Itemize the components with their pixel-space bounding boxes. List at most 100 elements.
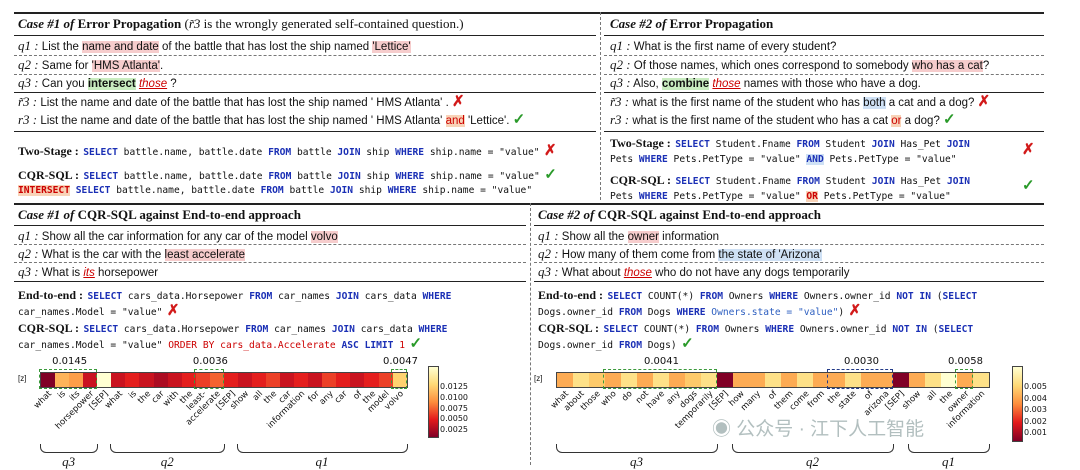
sql-token: Has_Pet	[894, 139, 947, 150]
case3-e2e: End-to-end : SELECT cars_data.Horsepower…	[18, 288, 452, 302]
sql-token: Dogs.owner_id	[538, 307, 619, 318]
case2-q2: q2 : Of those names, which ones correspo…	[610, 57, 990, 72]
case4-e2e: End-to-end : SELECT COUNT(*) FROM Owners…	[538, 288, 978, 302]
divider	[14, 244, 526, 245]
sql-token: SELECT	[938, 324, 974, 335]
heatmap-cell	[605, 373, 621, 387]
heatmap-token-label: car	[333, 389, 350, 406]
sql-token: battle.name, battle.date	[117, 147, 269, 158]
case1-two-stage: Two-Stage : SELECT battle.name, battle.d…	[18, 142, 557, 159]
check-icon: ✓	[681, 335, 694, 352]
sql-token: ship	[360, 147, 396, 158]
heatmap-ylabel: [z]	[18, 374, 27, 383]
sql-token: Pets.PetType = "value"	[823, 154, 957, 165]
heatmap-strip	[556, 372, 990, 388]
attention-value: 0.0041	[644, 356, 679, 367]
heatmap-cell	[701, 373, 717, 387]
colorbar-tick: 0.002	[1024, 416, 1047, 426]
colorbar-tick: 0.004	[1024, 393, 1047, 403]
case1-q1: q1 : List the name and date of the battl…	[18, 38, 411, 53]
case3-e2e-line2: car_names.Model = "value" ✗	[18, 301, 179, 320]
heatmap-cell	[125, 373, 140, 387]
heatmap-cell	[557, 373, 573, 387]
sql-token: WHERE	[418, 324, 448, 335]
sql-token: ship.name = "value"	[424, 147, 540, 158]
sql-token: cars_data	[354, 324, 419, 335]
colorbar-tick: 0.0125	[440, 382, 468, 391]
heatmap-cell	[336, 373, 351, 387]
divider	[604, 74, 1044, 75]
heatmap-cell	[322, 373, 337, 387]
sql-token: car_names	[268, 324, 332, 335]
highlight-box	[955, 369, 973, 389]
heatmap-cell	[153, 373, 168, 387]
case4-q1: q1 : Show all the owner information	[538, 228, 720, 243]
case2-two-stage-line2: Pets WHERE Pets.PetType = "value" AND Pe…	[610, 149, 957, 167]
heatmap-cell	[69, 373, 84, 387]
colorbar-tick: 0.005	[1024, 382, 1047, 391]
sql-token: Pets.PetType = "value"	[667, 191, 807, 202]
case1-q2: q2 : Same for 'HMS Atlanta'.	[18, 57, 164, 72]
heatmap-cell	[813, 373, 829, 387]
heatmap-cell	[829, 373, 845, 387]
cross-icon: ✗	[848, 302, 862, 319]
sql-token: JOIN	[946, 176, 971, 187]
highlight-box	[603, 369, 717, 389]
divider	[534, 244, 1044, 245]
sql-token: SELECT	[83, 171, 119, 182]
heatmap-cell	[41, 373, 56, 387]
case1-top-header-rule	[14, 35, 596, 36]
case1-cqr: CQR-SQL : SELECT battle.name, battle.dat…	[18, 166, 557, 183]
cross-icon: ✗	[451, 93, 465, 110]
sql-token: WHERE	[395, 171, 425, 182]
heatmap-cell	[973, 373, 989, 387]
divider	[14, 281, 526, 282]
sql-token: SELECT	[607, 291, 643, 302]
sql-token: (	[926, 324, 939, 335]
heatmap-cell	[957, 373, 973, 387]
case3-cqr-line2: car_names.Model = "value" ORDER BY cars_…	[18, 334, 422, 353]
sql-token: ship	[353, 185, 388, 196]
sql-token: COUNT(*)	[638, 324, 696, 335]
case1-rt3: r̃3 : List the name and date of the batt…	[18, 93, 465, 110]
sql-token: JOIN	[335, 291, 359, 302]
cross-icon: ✗	[166, 302, 180, 319]
heatmap-cell	[909, 373, 925, 387]
heatmap-cell	[237, 373, 252, 387]
case2-bottom-header: Case #2 of CQR-SQL against End-to-end ap…	[538, 207, 821, 222]
sql-token: WHERE	[765, 324, 795, 335]
colorbar-tick: 0.0025	[440, 425, 468, 435]
check-icon: ✓	[512, 111, 526, 128]
sql-token: Student.Fname	[710, 176, 797, 187]
sql-token: ship.name = "value"	[424, 171, 540, 182]
case4-cqr: CQR-SQL : SELECT COUNT(*) FROM Owners WH…	[538, 321, 974, 335]
divider	[14, 74, 596, 75]
sql-token: FROM	[249, 291, 273, 302]
sql-token: WHERE	[395, 147, 425, 158]
heatmap-cell	[845, 373, 861, 387]
divider	[604, 92, 1044, 93]
sql-token: OR	[806, 191, 818, 202]
heatmap-cell	[223, 373, 238, 387]
highlight-box	[39, 369, 98, 389]
cross-icon: ✗	[1022, 141, 1035, 158]
sql-token: ship.name = "value"	[416, 185, 533, 196]
case1-cqr-line2: INTERSECT SELECT battle.name, battle.dat…	[18, 180, 532, 198]
divider	[14, 131, 596, 132]
heatmap-cell	[717, 373, 733, 387]
divider	[14, 225, 526, 226]
group-label: q3	[62, 454, 76, 469]
case2-top-header: Case #2 of Error Propagation	[610, 16, 774, 31]
case2-cqr: CQR-SQL : SELECT Student.Fname FROM Stud…	[610, 173, 971, 187]
sql-token: FROM	[699, 291, 723, 302]
check-icon: ✓	[544, 166, 557, 183]
divider	[604, 55, 1044, 56]
sql-token: SELECT	[942, 291, 978, 302]
sql-token: Pets.PetType = "value"	[817, 191, 951, 202]
heatmap-cell	[925, 373, 941, 387]
sql-token: FROM	[618, 307, 642, 318]
cross-icon: ✗	[544, 142, 557, 159]
sql-token: Owners.owner_id	[798, 291, 897, 302]
case2-rt3: r̃3 : what is the first name of the stud…	[610, 93, 991, 110]
sql-token: JOIN	[946, 139, 970, 150]
